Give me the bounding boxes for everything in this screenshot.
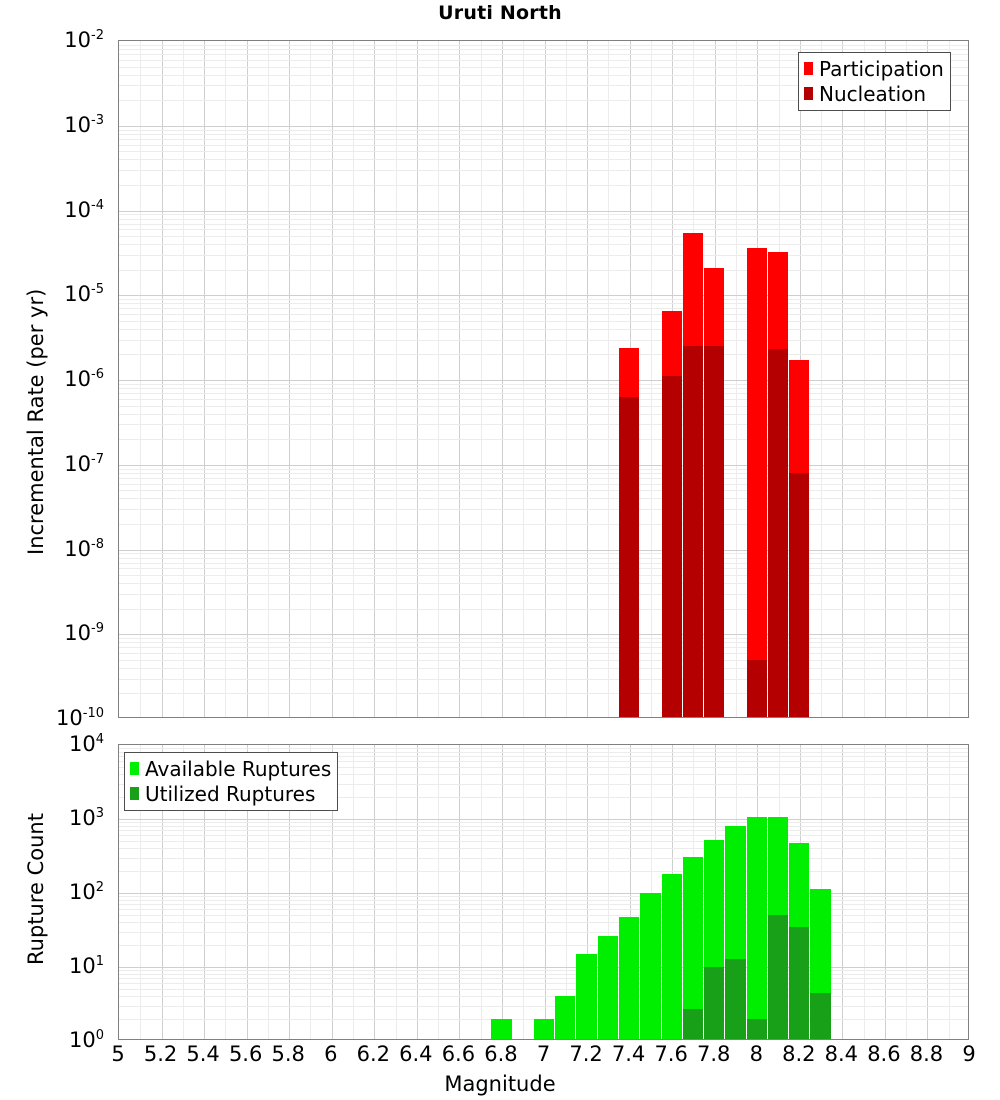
legend-item: Utilized Ruptures (130, 781, 331, 806)
bar (767, 915, 789, 1039)
legend-swatch (804, 62, 813, 75)
x-tick-label: 7.6 (654, 1042, 688, 1066)
bar (704, 346, 725, 717)
x-axis-title: Magnitude (444, 1072, 556, 1096)
bar (618, 397, 640, 717)
bar (767, 349, 789, 717)
x-tick-label: 7.8 (696, 1042, 731, 1066)
bar (746, 817, 767, 1039)
y-tick-label: 10-4 (64, 197, 104, 222)
y-tick-label: 10-6 (64, 367, 104, 391)
bar (533, 1018, 555, 1039)
x-tick-label: 6.8 (484, 1042, 518, 1066)
legend-swatch (130, 762, 139, 775)
y-tick-label: 10-2 (64, 28, 104, 52)
y-axis-title-top: Incremental Rate (per yr) (24, 288, 48, 555)
bar (597, 936, 618, 1039)
x-tick-label: 6.6 (441, 1042, 476, 1066)
x-tick-label: 5.4 (186, 1042, 220, 1066)
bar (746, 248, 767, 717)
y-axis-title-bottom: Rupture Count (24, 813, 48, 965)
bar (618, 916, 640, 1039)
page-title: Uruti North (438, 2, 562, 24)
y-tick-label: 104 (68, 732, 104, 756)
x-tick-label: 5.6 (228, 1042, 263, 1066)
incremental-rate-panel (118, 40, 969, 718)
legend-top: Participation Nucleation (798, 52, 951, 111)
legend-swatch (130, 787, 139, 800)
x-tick-label: 7.2 (569, 1042, 603, 1066)
bar (661, 874, 682, 1039)
y-tick-label: 10-10 (56, 706, 104, 730)
bar (491, 1018, 512, 1039)
legend-label: Available Ruptures (145, 756, 332, 781)
bar (682, 1009, 704, 1039)
bar (576, 953, 597, 1039)
x-tick-label: 7 (536, 1042, 551, 1066)
y-tick-label: 100 (68, 1028, 104, 1052)
legend-item: Available Ruptures (130, 756, 331, 781)
legend-item: Participation (804, 56, 944, 81)
bar (661, 376, 682, 717)
x-tick-label: 5.8 (271, 1042, 305, 1066)
x-tick-label: 5.2 (143, 1042, 178, 1066)
bars-top (119, 41, 968, 717)
legend-bottom: Available Ruptures Utilized Ruptures (124, 752, 339, 811)
x-tick-label: 9 (962, 1042, 976, 1066)
x-tick-label: 8 (749, 1042, 763, 1066)
bar (682, 856, 704, 1039)
bar (555, 996, 576, 1039)
legend-swatch (804, 87, 813, 100)
bar (704, 967, 725, 1039)
y-tick-label: 10-3 (64, 112, 104, 137)
bar (682, 346, 704, 717)
x-tick-label: 6 (324, 1042, 338, 1066)
y-tick-label: 10-8 (64, 536, 104, 561)
x-tick-label: 8.2 (782, 1042, 816, 1066)
bar (746, 1018, 767, 1039)
legend-label: Nucleation (819, 81, 927, 106)
x-tick-label: 6.2 (356, 1042, 390, 1066)
legend-label: Utilized Ruptures (145, 781, 316, 806)
y-tick-label: 103 (68, 806, 104, 830)
bar (746, 659, 767, 717)
x-tick-label: 8.4 (824, 1042, 859, 1066)
bar (640, 893, 661, 1039)
bar (810, 992, 831, 1039)
bar (725, 958, 746, 1039)
y-tick-label: 10-7 (64, 451, 104, 476)
y-tick-label: 10-5 (64, 282, 104, 307)
legend-item: Nucleation (804, 81, 944, 106)
bars-bottom (119, 745, 968, 1039)
legend-label: Participation (819, 56, 944, 81)
bar (789, 472, 810, 717)
x-tick-label: 6.4 (399, 1042, 433, 1066)
bar (789, 926, 810, 1039)
y-tick-label: 101 (68, 954, 104, 978)
x-tick-label: 5 (111, 1042, 125, 1066)
x-tick-label: 8.6 (867, 1042, 901, 1066)
x-tick-label: 8.8 (909, 1042, 944, 1066)
x-tick-label: 7.4 (611, 1042, 646, 1066)
y-tick-label: 102 (68, 880, 104, 904)
y-tick-label: 10-9 (64, 621, 104, 646)
